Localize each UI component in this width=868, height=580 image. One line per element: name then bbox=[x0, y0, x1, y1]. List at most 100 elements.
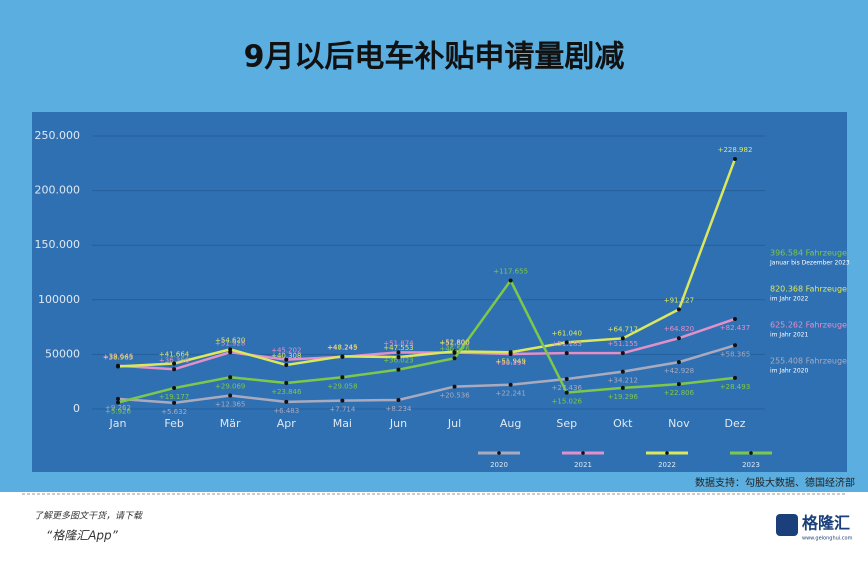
data-label: +19.296 bbox=[608, 393, 639, 401]
footer-text: 了解更多图文干货，请下载 bbox=[34, 511, 143, 522]
point bbox=[620, 336, 625, 341]
data-label: +5.632 bbox=[161, 408, 187, 416]
x-tick-label: Mai bbox=[333, 417, 352, 430]
logo: 格隆汇 bbox=[802, 514, 850, 533]
x-tick-label: Jul bbox=[447, 417, 461, 430]
data-label: +54.620 bbox=[215, 336, 245, 344]
data-label: +7.714 bbox=[329, 406, 355, 414]
legend-label: 2021 bbox=[574, 461, 592, 469]
point bbox=[676, 307, 681, 312]
point bbox=[284, 399, 289, 404]
data-label: +38.963 bbox=[103, 353, 133, 361]
point bbox=[564, 340, 569, 345]
annotation: 255.408 Fahrzeuge bbox=[770, 357, 847, 366]
x-tick-label: Dez bbox=[724, 417, 745, 430]
y-tick-label: 0 bbox=[73, 402, 80, 415]
data-label: +22.806 bbox=[664, 389, 695, 397]
data-label: +5.926 bbox=[105, 408, 131, 416]
y-tick-label: 50000 bbox=[45, 347, 80, 360]
legend-label: 2023 bbox=[742, 461, 760, 469]
data-label: +15.026 bbox=[552, 398, 583, 406]
data-label: +50.394 bbox=[495, 359, 526, 367]
line bbox=[117, 344, 736, 405]
point bbox=[508, 350, 513, 355]
point bbox=[340, 398, 345, 403]
point bbox=[620, 385, 625, 390]
y-tick-label: 150.000 bbox=[35, 238, 81, 251]
point bbox=[452, 349, 457, 354]
point bbox=[228, 375, 233, 380]
data-label: +9.262 bbox=[105, 404, 131, 412]
line bbox=[117, 278, 736, 404]
point bbox=[564, 390, 569, 395]
footer-background bbox=[0, 492, 868, 580]
point bbox=[508, 382, 513, 387]
data-label: +40.308 bbox=[271, 352, 301, 360]
data-label: +8.234 bbox=[386, 405, 412, 413]
point bbox=[340, 375, 345, 380]
data-label: +12.365 bbox=[215, 400, 245, 408]
x-tick-label: Feb bbox=[164, 417, 183, 430]
point bbox=[620, 351, 625, 356]
point bbox=[396, 350, 401, 355]
annotation-note: im Jahr 2020 bbox=[770, 368, 808, 375]
x-tick-label: Jan bbox=[109, 417, 127, 430]
data-label: +28.493 bbox=[720, 383, 750, 391]
data-label: +228.982 bbox=[718, 146, 753, 154]
data-label: +34.212 bbox=[608, 377, 638, 385]
point bbox=[452, 384, 457, 389]
legend-dot bbox=[749, 451, 753, 455]
data-label: +27.436 bbox=[552, 384, 583, 392]
point bbox=[396, 355, 401, 360]
point bbox=[116, 400, 120, 405]
plot-panel bbox=[32, 112, 847, 472]
x-tick-label: Apr bbox=[277, 417, 297, 430]
annotation: 625.262 Fahrzeuge bbox=[770, 321, 847, 330]
x-tick-label: Sep bbox=[556, 417, 577, 430]
point bbox=[396, 398, 401, 403]
data-label: +51.949 bbox=[495, 357, 525, 365]
data-label: +51.874 bbox=[383, 339, 414, 347]
data-label: +64.820 bbox=[664, 325, 694, 333]
point bbox=[340, 354, 345, 359]
data-label: +61.040 bbox=[552, 329, 582, 337]
point bbox=[228, 347, 233, 352]
point bbox=[733, 343, 737, 348]
legend-label: 2020 bbox=[490, 461, 508, 469]
point bbox=[564, 351, 569, 356]
data-label: +20.536 bbox=[439, 392, 470, 400]
point bbox=[172, 386, 177, 391]
data-label: +117.655 bbox=[493, 268, 528, 276]
data-label: +39.646 bbox=[103, 353, 134, 361]
footer-app: “格隆汇App” bbox=[46, 529, 119, 543]
data-label: +23.846 bbox=[271, 388, 302, 396]
data-label: +22.241 bbox=[495, 390, 525, 398]
line bbox=[117, 158, 737, 368]
annotation-note: im Jahr 2021 bbox=[770, 332, 808, 339]
data-label: +42.928 bbox=[664, 367, 694, 375]
data-label: +91.227 bbox=[664, 296, 694, 304]
data-label: +36.356 bbox=[159, 356, 190, 364]
data-label: +6.483 bbox=[273, 407, 299, 415]
x-tick-label: Nov bbox=[668, 417, 690, 430]
point bbox=[733, 375, 737, 380]
point bbox=[396, 367, 401, 372]
point bbox=[676, 382, 681, 387]
point bbox=[733, 156, 737, 161]
data-label: +51.620 bbox=[439, 340, 469, 348]
data-label: +29.069 bbox=[215, 382, 245, 390]
source: 数据支持：勾股大数据、德国经济部 bbox=[695, 476, 855, 489]
data-label: +46.526 bbox=[439, 345, 470, 353]
data-label: +36.023 bbox=[383, 357, 413, 365]
data-label: +29.058 bbox=[327, 382, 357, 390]
logo-icon bbox=[776, 514, 798, 536]
data-label: +48.245 bbox=[327, 343, 357, 351]
data-label: +58.365 bbox=[720, 350, 750, 358]
chart-title: 9月以后电车补贴申请量剧减 bbox=[244, 40, 625, 75]
point bbox=[676, 336, 681, 341]
data-label: +41.664 bbox=[159, 351, 190, 359]
point bbox=[116, 396, 120, 401]
legend-dot bbox=[581, 451, 585, 455]
legend-dot bbox=[497, 451, 501, 455]
